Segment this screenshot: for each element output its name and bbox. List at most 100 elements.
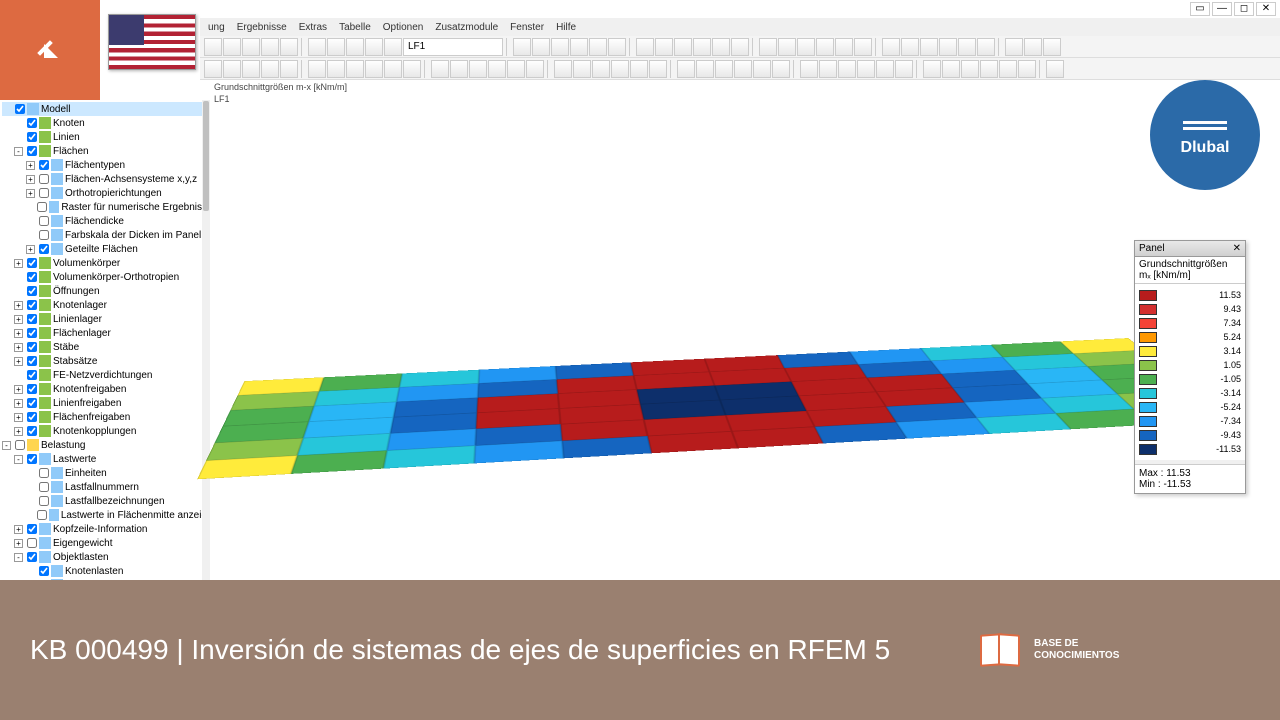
toolbar-button[interactable] — [772, 60, 790, 78]
minimize-button[interactable]: — — [1212, 2, 1232, 16]
tree-item[interactable]: Lastfallbezeichnungen — [2, 494, 207, 508]
tree-item[interactable]: +Flächenfreigaben — [2, 410, 207, 424]
expand-icon[interactable]: - — [14, 147, 23, 156]
expand-icon[interactable]: + — [14, 357, 23, 366]
toolbar-button[interactable] — [526, 60, 544, 78]
expand-icon[interactable]: + — [14, 301, 23, 310]
menu-ergebnisse[interactable]: Ergebnisse — [237, 22, 287, 33]
toolbar-button[interactable] — [876, 60, 894, 78]
toolbar-button[interactable] — [734, 60, 752, 78]
tree-checkbox[interactable] — [37, 202, 47, 212]
expand-icon[interactable]: + — [14, 427, 23, 436]
toolbar-button[interactable] — [242, 60, 260, 78]
tree-checkbox[interactable] — [27, 272, 37, 282]
toolbar-button[interactable] — [980, 60, 998, 78]
toolbar-button[interactable] — [280, 38, 298, 56]
toolbar-button[interactable] — [819, 60, 837, 78]
expand-icon[interactable]: + — [14, 315, 23, 324]
toolbar-button[interactable] — [731, 38, 749, 56]
maximize-button[interactable]: ◻ — [1234, 2, 1254, 16]
toolbar-button[interactable] — [365, 60, 383, 78]
toolbar-button[interactable] — [223, 38, 241, 56]
tree-checkbox[interactable] — [39, 216, 49, 226]
toolbar-button[interactable] — [507, 60, 525, 78]
toolbar-button[interactable] — [1018, 60, 1036, 78]
menu-extras[interactable]: Extras — [299, 22, 327, 33]
toolbar-button[interactable] — [327, 38, 345, 56]
toolbar-button[interactable] — [611, 60, 629, 78]
restore-button[interactable]: ▭ — [1190, 2, 1210, 16]
toolbar-button[interactable] — [346, 60, 364, 78]
toolbar-button[interactable] — [655, 38, 673, 56]
menu-optionen[interactable]: Optionen — [383, 22, 424, 33]
toolbar-button[interactable] — [999, 60, 1017, 78]
tree-item[interactable]: +Geteilte Flächen — [2, 242, 207, 256]
toolbar-button[interactable] — [895, 60, 913, 78]
scrollbar-thumb[interactable] — [203, 101, 209, 211]
tree-item[interactable]: Farbskala der Dicken im Panel — [2, 228, 207, 242]
toolbar-button[interactable] — [693, 38, 711, 56]
tree-checkbox[interactable] — [27, 328, 37, 338]
toolbar-button[interactable] — [608, 38, 626, 56]
tree-checkbox[interactable] — [39, 188, 49, 198]
toolbar-button[interactable] — [365, 38, 383, 56]
toolbar-button[interactable] — [800, 60, 818, 78]
tree-checkbox[interactable] — [39, 482, 49, 492]
tree-item[interactable]: -Flächen — [2, 144, 207, 158]
toolbar-button[interactable] — [759, 38, 777, 56]
toolbar-button[interactable] — [920, 38, 938, 56]
expand-icon[interactable]: + — [14, 329, 23, 338]
toolbar-button[interactable] — [882, 38, 900, 56]
tree-item[interactable]: +Eigengewicht — [2, 536, 207, 550]
tree-checkbox[interactable] — [15, 104, 25, 114]
panel-close-icon[interactable]: ✕ — [1233, 243, 1241, 254]
expand-icon[interactable]: + — [14, 413, 23, 422]
menu-ung[interactable]: ung — [208, 22, 225, 33]
menu-hilfe[interactable]: Hilfe — [556, 22, 576, 33]
tree-checkbox[interactable] — [39, 468, 49, 478]
toolbar-button[interactable] — [838, 60, 856, 78]
tree-checkbox[interactable] — [39, 496, 49, 506]
tree-item[interactable]: Lastwerte in Flächenmitte anzeig — [2, 508, 207, 522]
toolbar-button[interactable] — [835, 38, 853, 56]
menu-tabelle[interactable]: Tabelle — [339, 22, 371, 33]
tree-checkbox[interactable] — [27, 454, 37, 464]
tree-item[interactable]: +Knotenkopplungen — [2, 424, 207, 438]
tree-item[interactable]: +Knotenfreigaben — [2, 382, 207, 396]
tree-checkbox[interactable] — [27, 314, 37, 324]
tree-checkbox[interactable] — [27, 286, 37, 296]
toolbar-button[interactable] — [570, 38, 588, 56]
tree-item[interactable]: Einheiten — [2, 466, 207, 480]
tree-checkbox[interactable] — [39, 160, 49, 170]
tree-checkbox[interactable] — [39, 244, 49, 254]
toolbar-button[interactable] — [592, 60, 610, 78]
tree-item[interactable]: -Objektlasten — [2, 550, 207, 564]
tree-item[interactable]: Linien — [2, 130, 207, 144]
toolbar-button[interactable] — [715, 60, 733, 78]
toolbar-button[interactable] — [384, 60, 402, 78]
tree-checkbox[interactable] — [27, 370, 37, 380]
toolbar-button[interactable] — [242, 38, 260, 56]
expand-icon[interactable]: + — [26, 245, 35, 254]
toolbar-button[interactable] — [384, 38, 402, 56]
tree-item[interactable]: +Volumenkörper — [2, 256, 207, 270]
toolbar-button[interactable] — [674, 38, 692, 56]
toolbar-button[interactable] — [551, 38, 569, 56]
toolbar-button[interactable] — [923, 60, 941, 78]
toolbar-button[interactable] — [778, 38, 796, 56]
tree-checkbox[interactable] — [27, 412, 37, 422]
tree-item[interactable]: +Orthotropierichtungen — [2, 186, 207, 200]
menu-fenster[interactable]: Fenster — [510, 22, 544, 33]
tree-item[interactable]: -Lastwerte — [2, 452, 207, 466]
toolbar-button[interactable] — [223, 60, 241, 78]
tree-item[interactable]: +Flächentypen — [2, 158, 207, 172]
toolbar-button[interactable] — [327, 60, 345, 78]
toolbar-button[interactable] — [261, 38, 279, 56]
toolbar-button[interactable] — [816, 38, 834, 56]
color-scale-panel[interactable]: Panel ✕ Grundschnittgrößenmₓ [kNm/m] 11.… — [1134, 240, 1246, 494]
toolbar-button[interactable] — [677, 60, 695, 78]
expand-icon[interactable]: + — [26, 161, 35, 170]
toolbar-button[interactable] — [901, 38, 919, 56]
toolbar-button[interactable] — [636, 38, 654, 56]
tree-checkbox[interactable] — [27, 426, 37, 436]
